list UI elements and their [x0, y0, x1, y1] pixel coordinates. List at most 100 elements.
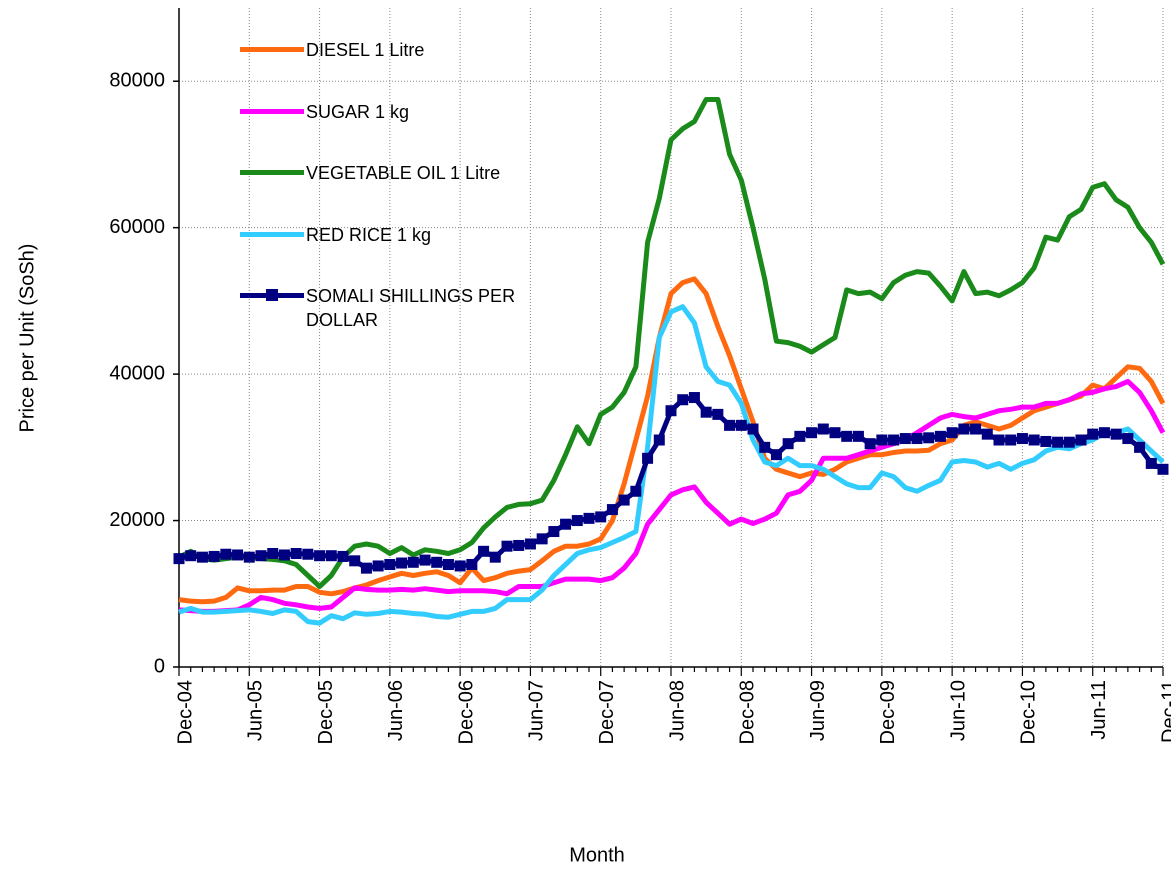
marker [185, 550, 197, 562]
marker [489, 551, 501, 563]
legend-swatch [240, 231, 304, 237]
legend-swatch [240, 47, 304, 52]
marker [524, 538, 536, 550]
x-tick-label: Jun-09 [807, 680, 829, 741]
legend-item: DIESEL 1 Litre [240, 36, 540, 98]
x-tick-label: Dec-06 [455, 680, 477, 744]
marker [396, 557, 408, 569]
x-tick-label: Jun-05 [245, 680, 267, 741]
marker [653, 434, 665, 446]
y-tick-label: 40000 [109, 362, 165, 384]
x-tick-label: Dec-10 [1018, 680, 1040, 744]
y-tick-label: 0 [154, 655, 165, 677]
marker [407, 556, 419, 568]
marker [442, 558, 454, 570]
y-tick-label: 80000 [109, 70, 165, 92]
legend-label: DIESEL 1 Litre [306, 40, 425, 60]
marker [993, 434, 1005, 446]
marker [501, 540, 513, 552]
legend-item: SUGAR 1 kg [240, 98, 540, 160]
x-tick-label: Dec-11 [1158, 680, 1171, 743]
x-tick-label: Jun-07 [526, 680, 548, 741]
marker [747, 423, 759, 435]
legend-item: SOMALI SHILLINGS PER DOLLAR [240, 282, 540, 344]
y-axis-title: Price per Unit (SoSh) [16, 244, 38, 433]
legend-marker [266, 289, 278, 301]
marker [349, 555, 361, 567]
y-tick-label: 20000 [109, 509, 165, 531]
marker [548, 526, 560, 538]
marker [864, 438, 876, 450]
series-line [178, 304, 1165, 626]
marker [208, 550, 220, 562]
marker [981, 428, 993, 440]
marker [478, 545, 490, 557]
marker [173, 553, 185, 565]
marker [712, 408, 724, 420]
marker [466, 558, 478, 570]
marker [606, 504, 618, 516]
marker [267, 548, 279, 560]
marker [372, 560, 384, 572]
marker [817, 423, 829, 435]
x-tick-label: Dec-04 [174, 680, 196, 744]
marker [1122, 433, 1134, 445]
marker [958, 423, 970, 435]
marker [1110, 428, 1122, 440]
marker [419, 554, 431, 566]
marker [536, 533, 548, 545]
marker [196, 551, 208, 563]
marker [583, 512, 595, 524]
marker [876, 434, 888, 446]
x-tick-label: Jun-06 [385, 680, 407, 741]
x-tick-label: Dec-08 [737, 680, 759, 744]
x-tick-label: Jun-11 [1088, 680, 1110, 740]
marker [220, 548, 232, 560]
marker [852, 430, 864, 442]
x-tick-label: Jun-08 [666, 680, 688, 741]
marker [290, 548, 302, 560]
marker [337, 550, 349, 562]
marker [1052, 436, 1064, 448]
marker [618, 494, 630, 506]
marker [946, 427, 958, 439]
marker [595, 511, 607, 523]
marker [232, 549, 244, 561]
marker [841, 430, 853, 442]
marker [794, 430, 806, 442]
marker [759, 441, 771, 453]
legend-item: VEGETABLE OIL 1 Litre [240, 159, 540, 221]
marker [899, 433, 911, 445]
marker [255, 550, 267, 562]
legend-swatch [240, 170, 304, 175]
x-tick-label: Jun-10 [947, 680, 969, 741]
marker [513, 539, 525, 551]
legend: DIESEL 1 Litre SUGAR 1 kg VEGETABLE OIL 1 … [240, 36, 540, 344]
marker [1145, 457, 1157, 469]
legend-label: RED RICE 1 kg [306, 224, 432, 245]
marker [1063, 436, 1075, 448]
marker [1016, 433, 1028, 445]
marker [911, 433, 923, 445]
marker [302, 548, 314, 560]
legend-label: SUGAR 1 kg [306, 101, 410, 122]
marker [243, 551, 255, 563]
marker [314, 550, 326, 562]
marker [688, 392, 700, 404]
marker [571, 515, 583, 527]
marker [1087, 428, 1099, 440]
series-line [178, 378, 1166, 614]
marker [970, 423, 982, 435]
marker [630, 485, 642, 497]
marker [829, 427, 841, 439]
marker [724, 419, 736, 431]
marker [677, 394, 689, 406]
y-tick-label: 60000 [109, 216, 165, 238]
legend-item: RED RICE 1 kg [240, 221, 540, 283]
marker [806, 427, 818, 439]
legend-label: SOMALI SHILLINGS PER DOLLAR [306, 286, 516, 330]
marker [1075, 434, 1087, 446]
marker [325, 550, 337, 562]
